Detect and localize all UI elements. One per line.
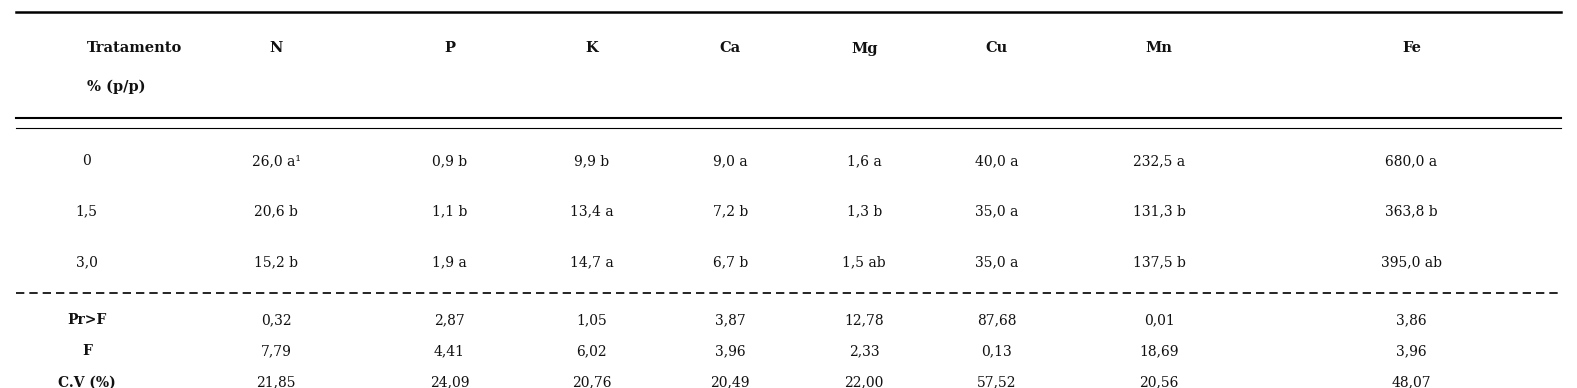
Text: Cu: Cu <box>986 42 1008 55</box>
Text: 20,6 b: 20,6 b <box>254 204 298 218</box>
Text: 1,3 b: 1,3 b <box>847 204 882 218</box>
Text: 26,0 a¹: 26,0 a¹ <box>252 154 300 168</box>
Text: 21,85: 21,85 <box>255 375 296 388</box>
Text: 24,09: 24,09 <box>429 375 470 388</box>
Text: 1,1 b: 1,1 b <box>432 204 467 218</box>
Text: 232,5 a: 232,5 a <box>1132 154 1186 168</box>
Text: 0,9 b: 0,9 b <box>432 154 467 168</box>
Text: 40,0 a: 40,0 a <box>975 154 1019 168</box>
Text: 1,6 a: 1,6 a <box>847 154 882 168</box>
Text: 20,49: 20,49 <box>710 375 751 388</box>
Text: N: N <box>270 42 282 55</box>
Text: C.V (%): C.V (%) <box>58 375 115 388</box>
Text: Fe: Fe <box>1402 42 1421 55</box>
Text: 18,69: 18,69 <box>1139 344 1180 358</box>
Text: 6,02: 6,02 <box>576 344 607 358</box>
Text: 0,01: 0,01 <box>1143 313 1175 327</box>
Text: 14,7 a: 14,7 a <box>569 255 613 269</box>
Text: Pr>F: Pr>F <box>68 313 106 327</box>
Text: 0,13: 0,13 <box>981 344 1012 358</box>
Text: 13,4 a: 13,4 a <box>569 204 613 218</box>
Text: 9,0 a: 9,0 a <box>713 154 747 168</box>
Text: 3,96: 3,96 <box>714 344 746 358</box>
Text: Mn: Mn <box>1145 42 1173 55</box>
Text: 35,0 a: 35,0 a <box>975 255 1019 269</box>
Text: 22,00: 22,00 <box>845 375 883 388</box>
Text: 0: 0 <box>82 154 91 168</box>
Text: 131,3 b: 131,3 b <box>1132 204 1186 218</box>
Text: % (p/p): % (p/p) <box>87 80 145 95</box>
Text: P: P <box>445 42 454 55</box>
Text: 2,87: 2,87 <box>434 313 465 327</box>
Text: 57,52: 57,52 <box>976 375 1017 388</box>
Text: 3,96: 3,96 <box>1396 344 1427 358</box>
Text: 2,33: 2,33 <box>848 344 880 358</box>
Text: 15,2 b: 15,2 b <box>254 255 298 269</box>
Text: 680,0 a: 680,0 a <box>1385 154 1438 168</box>
Text: Tratamento: Tratamento <box>87 42 181 55</box>
Text: 363,8 b: 363,8 b <box>1385 204 1438 218</box>
Text: 1,5 ab: 1,5 ab <box>842 255 886 269</box>
Text: 3,87: 3,87 <box>714 313 746 327</box>
Text: 35,0 a: 35,0 a <box>975 204 1019 218</box>
Text: 1,05: 1,05 <box>576 313 607 327</box>
Text: 3,86: 3,86 <box>1396 313 1427 327</box>
Text: 20,56: 20,56 <box>1140 375 1178 388</box>
Text: 4,41: 4,41 <box>434 344 465 358</box>
Text: 1,9 a: 1,9 a <box>432 255 467 269</box>
Text: 9,9 b: 9,9 b <box>574 154 609 168</box>
Text: 48,07: 48,07 <box>1391 375 1432 388</box>
Text: Mg: Mg <box>852 42 877 55</box>
Text: 20,76: 20,76 <box>571 375 612 388</box>
Text: 7,79: 7,79 <box>260 344 292 358</box>
Text: F: F <box>82 344 91 358</box>
Text: 395,0 ab: 395,0 ab <box>1381 255 1441 269</box>
Text: Ca: Ca <box>719 42 741 55</box>
Text: 6,7 b: 6,7 b <box>713 255 747 269</box>
Text: 87,68: 87,68 <box>976 313 1017 327</box>
Text: 3,0: 3,0 <box>76 255 98 269</box>
Text: 12,78: 12,78 <box>844 313 885 327</box>
Text: 1,5: 1,5 <box>76 204 98 218</box>
Text: 0,32: 0,32 <box>260 313 292 327</box>
Text: 137,5 b: 137,5 b <box>1132 255 1186 269</box>
Text: K: K <box>585 42 598 55</box>
Text: 7,2 b: 7,2 b <box>713 204 747 218</box>
